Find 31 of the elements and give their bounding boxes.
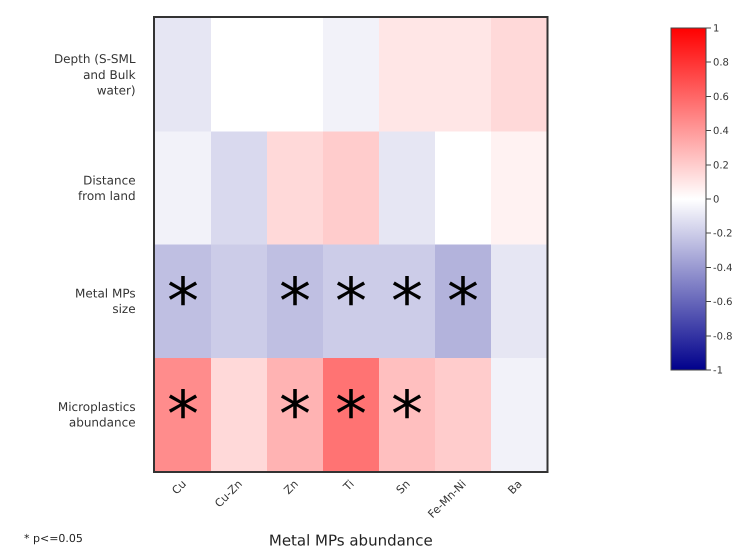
color-bar-label: -0.4 [713, 262, 733, 274]
data-label: * [335, 378, 367, 452]
color-bar-label: -0.2 [713, 228, 733, 240]
x-tick-label: Ba [505, 478, 525, 497]
color-bar-label: 0.8 [713, 58, 729, 69]
data-label: * [167, 378, 199, 452]
y-tick-label: Distance from land [78, 173, 136, 203]
color-bar-label: 0.2 [713, 160, 729, 172]
data-label: * [335, 265, 367, 340]
x-tick-label: Sn [394, 478, 413, 497]
color-bar-label: -0.8 [713, 331, 733, 342]
x-tick-label: Zn [281, 478, 301, 497]
data-label: * [279, 378, 311, 452]
data-label: * [391, 265, 423, 340]
x-tick-label: Ti [340, 478, 357, 494]
y-tick-label: Microplastics abundance [58, 400, 136, 430]
data-label: * [391, 378, 423, 452]
x-axis-title: Metal MPs abundance [268, 531, 433, 550]
data-label: * [447, 265, 479, 340]
text: * p<=0.05 [24, 532, 83, 545]
data-label: * [167, 265, 199, 340]
color-bar-label: 1 [713, 24, 720, 34]
y-tick-label: Metal MPs size [75, 286, 136, 316]
y-tick-label: Depth (S-SML and Bulk water) [54, 52, 136, 98]
color-bar-label: 0.6 [713, 92, 729, 103]
data-label: * [279, 265, 311, 340]
color-bar-label: 0.4 [713, 126, 729, 138]
color-bar-label: 0 [713, 194, 720, 206]
color-bar-label: -1 [713, 366, 723, 376]
color-bar-label: -0.6 [713, 297, 733, 308]
x-tick-label: Cu [169, 478, 189, 498]
